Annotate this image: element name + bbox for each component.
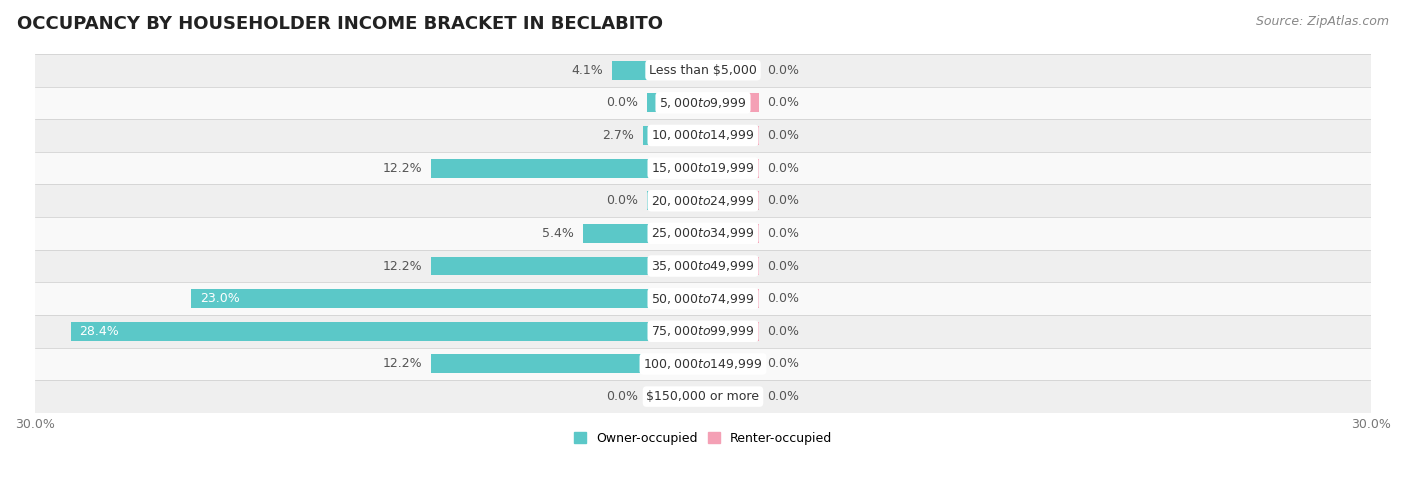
Text: 0.0%: 0.0% xyxy=(768,227,800,240)
Text: 0.0%: 0.0% xyxy=(768,96,800,109)
Text: $15,000 to $19,999: $15,000 to $19,999 xyxy=(651,161,755,175)
Text: Source: ZipAtlas.com: Source: ZipAtlas.com xyxy=(1256,15,1389,28)
Text: $25,000 to $34,999: $25,000 to $34,999 xyxy=(651,226,755,241)
Bar xyxy=(35,54,1371,87)
Bar xyxy=(703,126,759,145)
Text: OCCUPANCY BY HOUSEHOLDER INCOME BRACKET IN BECLABITO: OCCUPANCY BY HOUSEHOLDER INCOME BRACKET … xyxy=(17,15,662,33)
Bar xyxy=(35,152,1371,184)
Bar xyxy=(647,387,703,406)
Text: $100,000 to $149,999: $100,000 to $149,999 xyxy=(644,357,762,371)
Text: 0.0%: 0.0% xyxy=(768,194,800,207)
Bar xyxy=(703,387,759,406)
Text: 12.2%: 12.2% xyxy=(382,357,422,370)
Bar xyxy=(35,347,1371,380)
Text: 28.4%: 28.4% xyxy=(80,325,120,338)
Bar xyxy=(35,119,1371,152)
Bar xyxy=(703,224,759,243)
Text: $10,000 to $14,999: $10,000 to $14,999 xyxy=(651,128,755,142)
Bar xyxy=(703,354,759,373)
Bar xyxy=(612,61,703,80)
Text: $50,000 to $74,999: $50,000 to $74,999 xyxy=(651,292,755,306)
Bar xyxy=(35,217,1371,250)
Text: 0.0%: 0.0% xyxy=(768,357,800,370)
Bar xyxy=(35,184,1371,217)
Text: 0.0%: 0.0% xyxy=(768,292,800,305)
Bar xyxy=(647,191,703,210)
Bar xyxy=(643,126,703,145)
Bar xyxy=(35,250,1371,282)
Text: 0.0%: 0.0% xyxy=(768,129,800,142)
Bar xyxy=(432,354,703,373)
Legend: Owner-occupied, Renter-occupied: Owner-occupied, Renter-occupied xyxy=(568,427,838,450)
Bar xyxy=(191,289,703,308)
Bar xyxy=(703,322,759,341)
Text: $150,000 or more: $150,000 or more xyxy=(647,390,759,403)
Text: Less than $5,000: Less than $5,000 xyxy=(650,64,756,77)
Bar xyxy=(432,158,703,177)
Text: $5,000 to $9,999: $5,000 to $9,999 xyxy=(659,96,747,110)
Text: 0.0%: 0.0% xyxy=(768,390,800,403)
Text: 0.0%: 0.0% xyxy=(606,96,638,109)
Text: 5.4%: 5.4% xyxy=(541,227,574,240)
Text: $75,000 to $99,999: $75,000 to $99,999 xyxy=(651,324,755,338)
Text: 0.0%: 0.0% xyxy=(606,194,638,207)
Text: 12.2%: 12.2% xyxy=(382,162,422,174)
Bar xyxy=(703,289,759,308)
Bar xyxy=(35,87,1371,119)
Bar xyxy=(703,158,759,177)
Text: 0.0%: 0.0% xyxy=(768,64,800,77)
Text: $20,000 to $24,999: $20,000 to $24,999 xyxy=(651,194,755,208)
Bar xyxy=(703,61,759,80)
Text: $35,000 to $49,999: $35,000 to $49,999 xyxy=(651,259,755,273)
Bar xyxy=(703,93,759,112)
Text: 12.2%: 12.2% xyxy=(382,260,422,273)
Bar xyxy=(35,282,1371,315)
Bar xyxy=(647,93,703,112)
Bar xyxy=(35,315,1371,347)
Text: 0.0%: 0.0% xyxy=(768,162,800,174)
Text: 0.0%: 0.0% xyxy=(768,325,800,338)
Text: 2.7%: 2.7% xyxy=(602,129,634,142)
Text: 4.1%: 4.1% xyxy=(571,64,603,77)
Text: 23.0%: 23.0% xyxy=(200,292,239,305)
Text: 0.0%: 0.0% xyxy=(768,260,800,273)
Bar xyxy=(432,257,703,276)
Bar xyxy=(35,380,1371,413)
Bar xyxy=(70,322,703,341)
Bar xyxy=(703,257,759,276)
Bar xyxy=(703,191,759,210)
Bar xyxy=(582,224,703,243)
Text: 0.0%: 0.0% xyxy=(606,390,638,403)
